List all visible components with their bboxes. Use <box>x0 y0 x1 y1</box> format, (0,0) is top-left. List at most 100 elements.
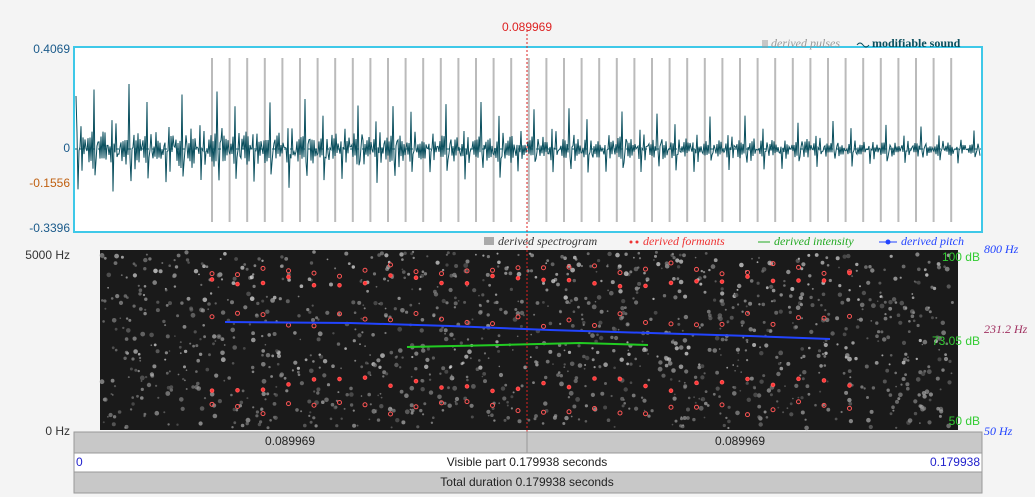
spectrogram-dot <box>894 371 897 375</box>
spectrogram-dot <box>134 368 138 372</box>
spectrogram-dot <box>889 412 893 416</box>
formant-dot <box>566 277 572 283</box>
formant-dot <box>464 384 470 389</box>
spectrogram-dot <box>752 328 757 333</box>
spectrogram-dot <box>401 258 404 261</box>
spectrogram-dot <box>243 263 247 266</box>
spectrogram-dot <box>888 306 893 311</box>
spectrogram-dot <box>642 398 647 403</box>
spectrogram-dot <box>548 349 553 354</box>
spectrogram-dot <box>117 410 122 414</box>
spectrogram-dot <box>895 426 898 429</box>
spectrogram-dot <box>596 333 599 337</box>
spectrogram-dot <box>746 397 751 402</box>
spectrogram-dot <box>541 422 545 425</box>
spectrogram-dot <box>111 318 117 323</box>
spectrogram-dot <box>110 297 114 300</box>
spectrogram-dot <box>220 337 225 341</box>
spectrogram-dot <box>428 390 434 395</box>
spectrogram-dot <box>704 390 708 393</box>
spectrogram-dot <box>111 346 115 350</box>
spectrogram-dot <box>859 285 861 288</box>
spectrogram-dot <box>697 365 702 370</box>
spectrogram-dot <box>529 356 532 358</box>
spectrogram-dot <box>574 376 579 380</box>
spectrogram-dot <box>612 327 617 332</box>
spectrogram-dot <box>633 256 635 259</box>
spectrogram-dot <box>708 268 711 272</box>
spectrogram-dot <box>844 327 848 331</box>
spectrogram-dot <box>759 346 762 349</box>
spectrogram-dot <box>866 417 871 423</box>
spectrogram-dot <box>120 255 124 259</box>
spectrogram-dot <box>927 420 932 425</box>
freq-bottom: 0 Hz <box>45 424 70 438</box>
spectrogram-dot <box>792 397 794 400</box>
spectrogram-dot <box>590 333 595 338</box>
spectrogram-dot <box>274 393 278 397</box>
spectrogram-dot <box>702 270 706 274</box>
spectrogram-dot <box>424 364 429 369</box>
spectrogram-dot <box>503 418 507 422</box>
spectrogram-dot <box>606 265 609 268</box>
spectrogram-dot <box>628 407 631 410</box>
spectrogram-dot <box>276 353 282 359</box>
waveform-frame[interactable] <box>73 46 983 233</box>
spectrogram-dot <box>384 307 387 310</box>
formant-dot <box>209 277 215 282</box>
spectrogram-dot <box>620 306 625 311</box>
spectrogram-dot <box>318 366 321 369</box>
spectrogram-dot <box>739 262 744 268</box>
spectrogram-dot <box>326 258 329 261</box>
spectrogram-dot <box>825 256 829 260</box>
spectrogram-dot <box>223 252 227 256</box>
spectrogram-dot <box>591 347 594 350</box>
spectrogram-dot <box>231 426 234 429</box>
formant-dot <box>668 321 674 327</box>
spectrogram-dot <box>777 406 780 409</box>
spectrogram-dot <box>553 414 558 418</box>
spectrogram-dot <box>336 342 341 346</box>
spectrogram-dot <box>366 362 369 365</box>
spectrogram-dot <box>269 419 272 422</box>
spectrogram-dot <box>384 331 387 335</box>
spectrogram-dot <box>737 303 740 306</box>
spectrogram-dot <box>466 378 469 382</box>
total-bar[interactable] <box>73 471 983 494</box>
intensity-label: 50 dB <box>949 414 980 428</box>
formant-dot <box>796 264 801 270</box>
spectrogram-dot <box>176 253 181 258</box>
spectrogram-dot <box>421 348 426 353</box>
spectrogram-dot <box>920 406 925 412</box>
spectrogram-dot <box>168 264 171 268</box>
spectrogram-dot <box>795 305 801 311</box>
spectrogram-dot <box>607 289 609 292</box>
spectrogram-dot <box>948 359 952 363</box>
spectrogram-dot <box>744 349 748 352</box>
spectrogram-dot <box>712 392 716 396</box>
formant-dot <box>388 262 393 268</box>
spectrogram-dot <box>828 278 832 283</box>
spectrogram-dot <box>535 363 539 367</box>
spectrogram-dot <box>316 337 321 342</box>
spectrogram-dot <box>402 270 406 274</box>
spectrogram-dot <box>788 310 792 314</box>
spectrogram-dot <box>433 292 439 297</box>
formant-dot <box>235 272 240 278</box>
spectrogram-dot <box>198 421 203 426</box>
amp-label: -0.3396 <box>29 221 70 235</box>
spectrogram-dot <box>486 255 490 259</box>
spectrogram-dot <box>261 362 266 367</box>
spectrogram-dot <box>308 310 312 314</box>
left-half-label: 0.089969 <box>265 434 315 448</box>
spectrogram-dot <box>895 399 899 404</box>
spectrogram-dot <box>870 268 875 273</box>
spectrogram-dot <box>703 416 706 419</box>
spectrogram-dot <box>582 320 586 325</box>
spectrogram-dot <box>706 309 711 314</box>
spectrogram-dot <box>311 318 315 322</box>
spectrogram-dot <box>240 265 245 270</box>
spectrogram-dot <box>950 301 954 304</box>
formant-dot <box>566 384 572 390</box>
spectrogram-dot <box>488 283 491 287</box>
